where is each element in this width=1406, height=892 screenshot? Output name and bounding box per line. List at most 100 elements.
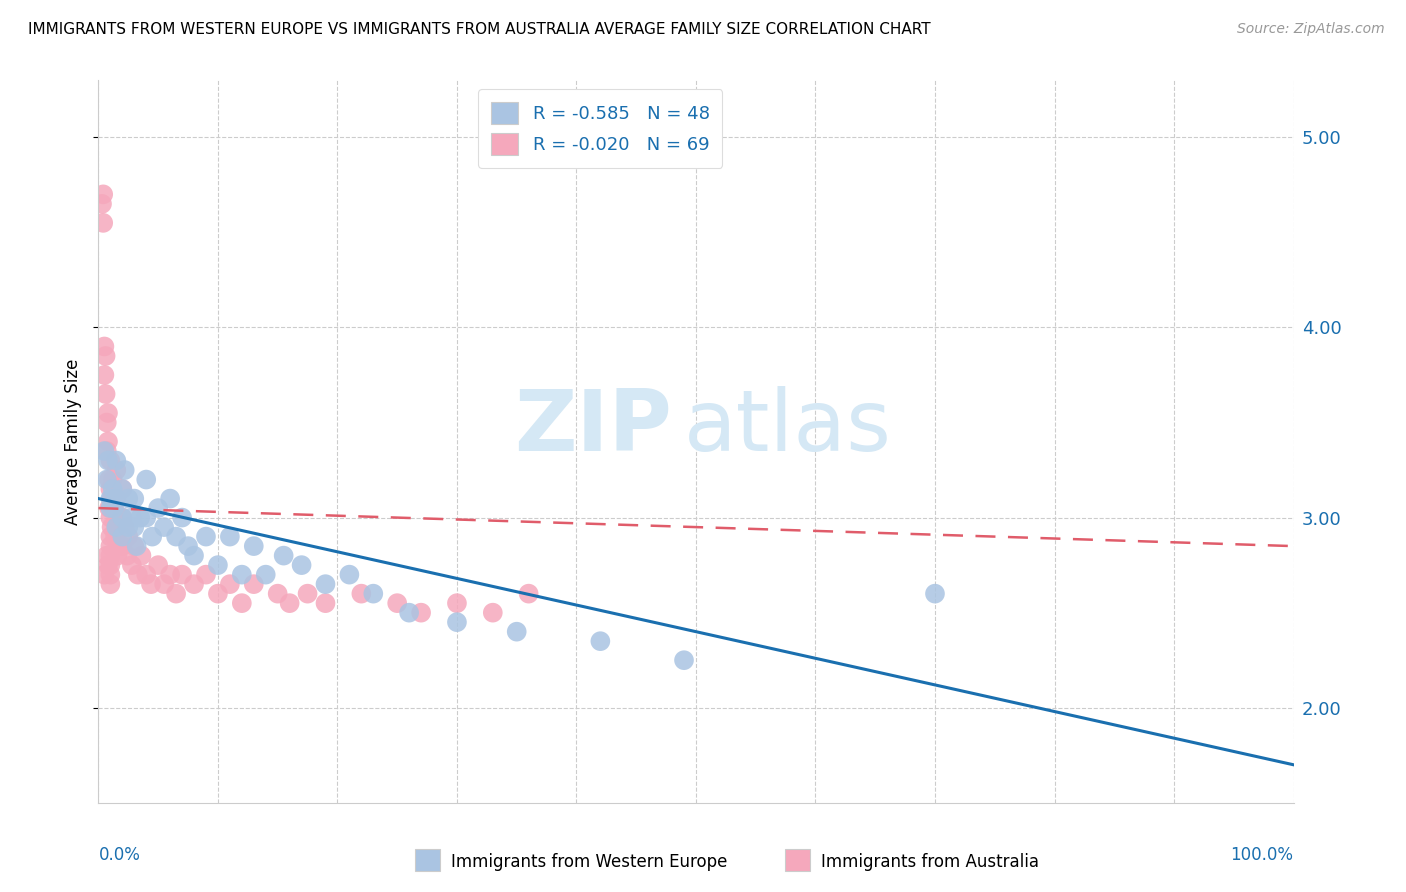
Point <box>97 558 120 573</box>
Point <box>115 549 138 563</box>
Text: Source: ZipAtlas.com: Source: ZipAtlas.com <box>1237 22 1385 37</box>
Text: 100.0%: 100.0% <box>1230 847 1294 864</box>
Point <box>105 453 128 467</box>
Point <box>103 501 125 516</box>
Point <box>219 577 242 591</box>
Point <box>315 577 337 591</box>
Point <box>97 453 120 467</box>
Point <box>98 530 122 544</box>
Point <box>105 491 128 506</box>
Point <box>121 510 143 524</box>
Point <box>105 491 128 506</box>
Point <box>183 549 205 563</box>
Point <box>105 463 128 477</box>
Point <box>117 530 139 544</box>
Point <box>111 482 134 496</box>
Point <box>98 549 122 563</box>
Point <box>135 567 157 582</box>
Point <box>93 368 115 382</box>
Point <box>153 577 176 591</box>
Point <box>267 587 290 601</box>
Point <box>100 491 122 506</box>
Point <box>98 453 122 467</box>
Point <box>98 510 122 524</box>
Point <box>121 558 143 573</box>
Point <box>159 567 181 582</box>
Point <box>139 577 162 591</box>
Point <box>93 339 115 353</box>
Text: Immigrants from Western Europe: Immigrants from Western Europe <box>451 853 728 871</box>
Point <box>114 463 136 477</box>
Point <box>93 567 115 582</box>
Point <box>172 567 194 582</box>
Point <box>91 216 114 230</box>
Point <box>135 473 157 487</box>
Point <box>105 520 128 534</box>
Point <box>350 587 373 601</box>
Point <box>129 510 152 524</box>
Point <box>98 577 122 591</box>
Point <box>446 615 468 630</box>
Text: 0.0%: 0.0% <box>98 847 141 864</box>
Point <box>98 501 121 516</box>
Point <box>195 567 218 582</box>
Point <box>117 491 139 506</box>
Point <box>141 530 163 544</box>
Point <box>243 539 266 553</box>
Point <box>148 501 170 516</box>
Point <box>278 596 301 610</box>
Point <box>124 539 146 553</box>
Point <box>446 596 468 610</box>
Point <box>177 539 200 553</box>
Point <box>107 510 129 524</box>
Point <box>117 520 139 534</box>
Point <box>100 520 122 534</box>
Point <box>124 491 146 506</box>
Point <box>398 606 420 620</box>
Point <box>297 587 319 601</box>
Point <box>96 444 118 458</box>
Point <box>96 416 118 430</box>
Point <box>96 549 118 563</box>
Point <box>291 558 314 573</box>
Point <box>91 187 114 202</box>
Text: atlas: atlas <box>685 385 891 468</box>
Point <box>98 501 122 516</box>
Point <box>91 197 114 211</box>
Point <box>108 539 131 553</box>
Point <box>506 624 529 639</box>
Point <box>207 587 229 601</box>
Point <box>101 473 124 487</box>
Point <box>124 520 146 534</box>
Point <box>101 482 124 496</box>
Point <box>127 567 149 582</box>
Point <box>315 596 337 610</box>
Point <box>98 558 122 573</box>
Point <box>481 606 505 620</box>
Point <box>97 406 120 420</box>
Point <box>105 520 128 534</box>
Point <box>411 606 433 620</box>
Point <box>165 530 187 544</box>
Point <box>111 482 134 496</box>
Point <box>114 520 136 534</box>
Point <box>93 444 115 458</box>
Point <box>195 530 218 544</box>
Point <box>98 491 122 506</box>
Point <box>231 596 253 610</box>
Point <box>103 501 125 516</box>
Point <box>97 434 120 449</box>
Point <box>104 530 127 544</box>
Point <box>107 549 129 563</box>
Text: ZIP: ZIP <box>515 385 672 468</box>
Text: IMMIGRANTS FROM WESTERN EUROPE VS IMMIGRANTS FROM AUSTRALIA AVERAGE FAMILY SIZE : IMMIGRANTS FROM WESTERN EUROPE VS IMMIGR… <box>28 22 931 37</box>
Point <box>254 567 277 582</box>
Point <box>125 539 148 553</box>
Point <box>94 387 117 401</box>
Point <box>243 577 266 591</box>
Point <box>589 634 612 648</box>
Point <box>111 510 134 524</box>
Point <box>98 539 122 553</box>
Point <box>153 520 176 534</box>
Point <box>231 567 253 582</box>
